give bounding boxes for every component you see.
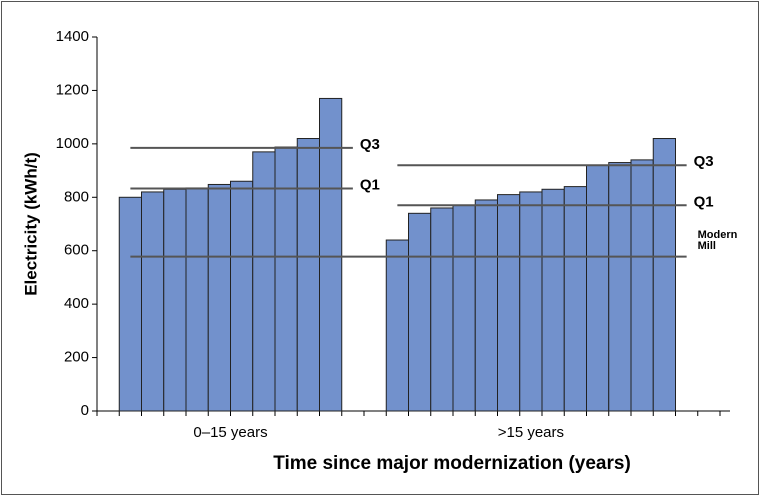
- y-tick-label: 600: [64, 242, 89, 259]
- bar: [630, 159, 654, 412]
- bar: [274, 146, 298, 412]
- y-tick-label: 800: [64, 188, 89, 205]
- bar: [385, 239, 409, 412]
- bar: [497, 194, 521, 412]
- y-tick-label: 400: [64, 295, 89, 312]
- bar: [207, 183, 231, 412]
- quartile-label: Q3: [694, 153, 714, 170]
- y-tick-label: 0: [81, 402, 89, 419]
- bar: [296, 138, 320, 412]
- quartile-label: Q3: [360, 136, 380, 153]
- x-tick-label: >15 years: [498, 424, 564, 441]
- bar: [252, 151, 276, 412]
- bar: [163, 188, 187, 412]
- bar: [474, 199, 498, 412]
- bar: [319, 97, 343, 412]
- bar: [430, 207, 454, 412]
- bar: [230, 180, 254, 412]
- x-tick-label: 0–15 years: [193, 424, 267, 441]
- bar: [608, 162, 632, 412]
- bar: [586, 164, 610, 412]
- y-axis-title: Electricity (kWh/t): [21, 152, 40, 296]
- bar: [519, 191, 543, 412]
- bar: [118, 196, 142, 412]
- y-tick-label: 1400: [56, 28, 89, 45]
- bar: [408, 212, 432, 412]
- y-tick-label: 1200: [56, 81, 89, 98]
- quartile-label: Q1: [694, 193, 714, 210]
- reference-label: Modern Mill: [697, 228, 738, 252]
- bar: [563, 186, 587, 412]
- y-tick-label: 200: [64, 349, 89, 366]
- bar: [541, 188, 565, 412]
- bar: [652, 138, 676, 412]
- quartile-label: Q1: [360, 176, 380, 193]
- x-axis-title: Time since major modernization (years): [273, 453, 631, 474]
- bar: [141, 191, 165, 412]
- y-tick-label: 1000: [56, 135, 89, 152]
- bar: [185, 187, 209, 412]
- bar: [452, 204, 476, 412]
